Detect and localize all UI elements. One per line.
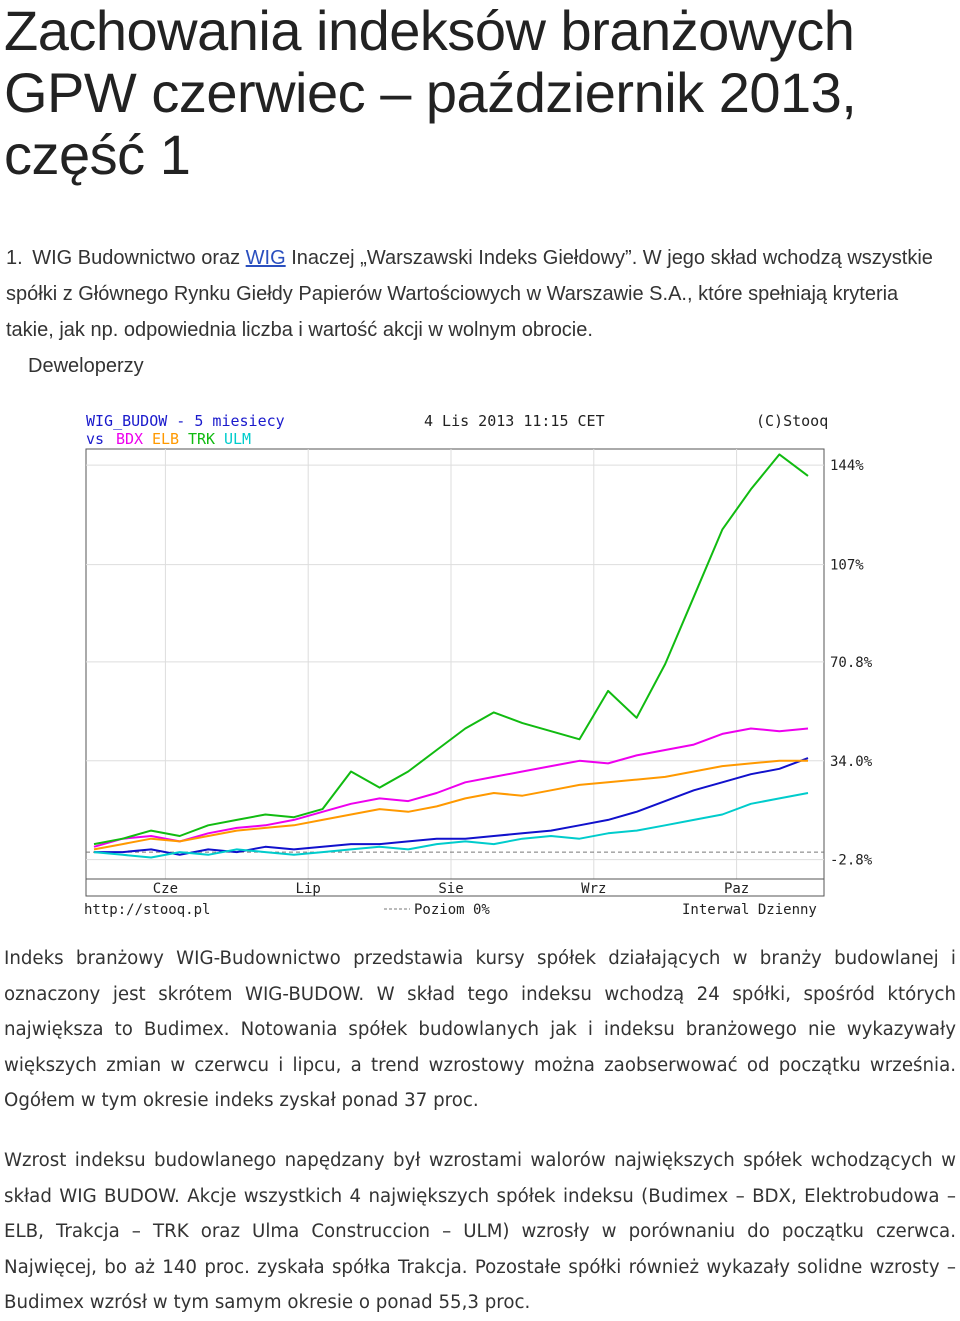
page-title: Zachowania indeksów branżowych GPW czerw…: [4, 0, 857, 186]
chart-source-url: http://stooq.pl: [84, 902, 210, 918]
y-tick-label: 107%: [830, 558, 864, 574]
chart-level-label: Poziom 0%: [414, 902, 490, 918]
chart-copyright: (C)Stooq: [756, 412, 828, 430]
legend-entry-ulm: ULM: [224, 430, 251, 448]
x-tick-label: Lip: [296, 881, 321, 897]
series-line-wig_budow: [94, 757, 809, 856]
x-tick-label: Paz: [724, 881, 749, 897]
chart-svg: WIG_BUDOW - 5 miesiecy vs BDX ELB TRK ULM 4…: [84, 412, 873, 918]
intro-text-before-link: WIG Budownictwo oraz: [32, 247, 246, 269]
paragraph-2: Wzrost indeksu budowlanego napędzany był…: [4, 1150, 956, 1313]
intro-text-after-link: Inaczej „Warszawski Indeks Giełdowy”. W …: [6, 247, 933, 341]
y-tick-label: 144%: [830, 458, 864, 474]
chart-series: [93, 453, 809, 859]
x-tick-label: Wrz: [581, 881, 606, 897]
chart-grid: [86, 449, 824, 879]
y-tick-label: -2.8%: [830, 853, 873, 869]
stooq-chart: WIG_BUDOW - 5 miesiecy vs BDX ELB TRK ULM 4…: [82, 407, 878, 920]
chart-title: WIG_BUDOW - 5 miesiecy: [86, 412, 285, 430]
series-line-trk: [93, 453, 809, 846]
series-line-bdx: [93, 727, 809, 848]
paragraph-1: Indeks branżowy WIG-Budownictwo przedsta…: [4, 948, 956, 1111]
x-tick-labels: Cze Lip Sie Wrz Paz: [153, 881, 749, 897]
intro-paragraph: 1. WIG Budownictwo oraz WIG Inaczej „War…: [6, 240, 936, 384]
legend-entry-bdx: BDX: [116, 430, 143, 448]
legend-entry-trk: TRK: [188, 430, 215, 448]
chart-vs-label: vs: [86, 430, 104, 448]
series-line-elb: [93, 759, 808, 851]
y-tick-labels: 144% 107% 70.8% 34.0% -2.8%: [830, 458, 873, 869]
x-axis-band: [85, 878, 825, 897]
chart-interval-label: Interwal Dzienny: [682, 902, 817, 918]
x-tick-label: Sie: [438, 881, 463, 897]
y-tick-label: 34.0%: [830, 754, 873, 770]
series-line-ulm: [93, 792, 809, 859]
legend-entry-elb: ELB: [152, 430, 179, 448]
y-tick-label: 70.8%: [830, 655, 873, 671]
plot-area: [85, 448, 825, 880]
wig-link[interactable]: WIG: [245, 247, 286, 269]
x-tick-label: Cze: [153, 881, 178, 897]
subheading-deweloperzy: Deweloperzy: [28, 355, 144, 377]
chart-legend: BDX ELB TRK ULM: [116, 430, 251, 448]
chart-datetime: 4 Lis 2013 11:15 CET: [424, 412, 605, 430]
intro-number: 1.: [6, 247, 23, 269]
